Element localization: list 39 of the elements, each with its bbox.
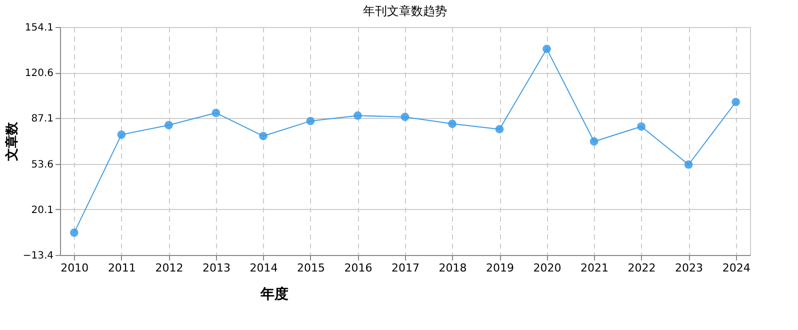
point xyxy=(400,112,410,122)
x-tick-label: 2022 xyxy=(628,262,656,274)
point xyxy=(495,125,504,134)
x-tick-label: 2014 xyxy=(250,262,278,274)
y-tick-label: 20.1 xyxy=(31,204,54,216)
y-tick-label: 87.1 xyxy=(31,114,54,125)
chart-title: 年刊文章数趋势 xyxy=(363,4,447,18)
point xyxy=(590,137,598,146)
point xyxy=(212,108,220,118)
x-tick-label: 2012 xyxy=(155,262,184,274)
y-tick-label: 154.1 xyxy=(24,22,54,34)
x-tick-label: 2010 xyxy=(60,262,89,274)
x-tick-label: 2017 xyxy=(392,262,420,274)
point xyxy=(164,120,173,130)
x-tick-label: 2011 xyxy=(108,262,136,274)
point xyxy=(259,132,268,140)
point xyxy=(117,130,126,139)
x-tick-label: 2020 xyxy=(533,262,562,274)
x-tick-label: 2019 xyxy=(486,262,514,274)
x-tick-label: 2015 xyxy=(296,262,325,274)
x-tick-label: 2021 xyxy=(580,262,609,274)
point xyxy=(637,122,646,131)
point xyxy=(542,44,551,54)
point xyxy=(70,228,78,237)
point xyxy=(684,160,693,169)
x-tick-label: 2024 xyxy=(722,262,750,274)
y-tick-label: 53.6 xyxy=(31,159,54,170)
x-tick-label: 2018 xyxy=(438,262,467,274)
point xyxy=(448,120,456,128)
x-axis-title: 年度 xyxy=(260,286,288,302)
x-tick-label: 2016 xyxy=(344,262,372,274)
y-tick-label: 120.6 xyxy=(24,68,54,80)
point xyxy=(354,111,362,120)
point xyxy=(306,116,315,126)
point xyxy=(732,98,740,106)
x-tick-label: 2013 xyxy=(202,262,230,274)
y-tick-label: −13.4 xyxy=(22,250,54,262)
y-axis-title: 文章数 xyxy=(4,121,20,162)
x-tick-label: 2023 xyxy=(675,262,704,274)
